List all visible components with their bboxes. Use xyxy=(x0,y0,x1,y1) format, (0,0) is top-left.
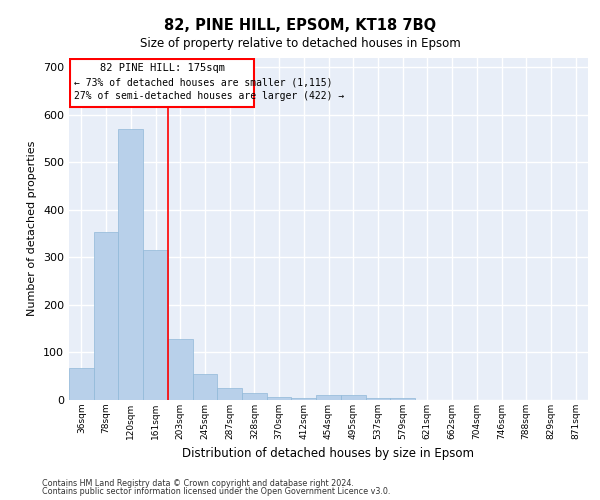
Bar xyxy=(69,368,94,400)
Bar xyxy=(341,395,365,400)
Bar xyxy=(94,232,118,400)
Bar xyxy=(316,395,341,400)
Bar xyxy=(193,374,217,400)
Text: 82 PINE HILL: 175sqm: 82 PINE HILL: 175sqm xyxy=(100,62,225,72)
Bar xyxy=(217,388,242,400)
Bar xyxy=(168,339,193,400)
Bar xyxy=(242,393,267,400)
Bar xyxy=(118,129,143,400)
Bar xyxy=(365,398,390,400)
Bar xyxy=(292,398,316,400)
Text: 82, PINE HILL, EPSOM, KT18 7BQ: 82, PINE HILL, EPSOM, KT18 7BQ xyxy=(164,18,436,32)
FancyBboxPatch shape xyxy=(70,59,254,108)
Text: ← 73% of detached houses are smaller (1,115): ← 73% of detached houses are smaller (1,… xyxy=(74,77,332,87)
Bar xyxy=(390,398,415,400)
Text: Contains public sector information licensed under the Open Government Licence v3: Contains public sector information licen… xyxy=(42,487,391,496)
Text: Size of property relative to detached houses in Epsom: Size of property relative to detached ho… xyxy=(140,38,460,51)
Text: Contains HM Land Registry data © Crown copyright and database right 2024.: Contains HM Land Registry data © Crown c… xyxy=(42,478,354,488)
Bar xyxy=(267,396,292,400)
Y-axis label: Number of detached properties: Number of detached properties xyxy=(28,141,37,316)
Text: 27% of semi-detached houses are larger (422) →: 27% of semi-detached houses are larger (… xyxy=(74,92,344,102)
X-axis label: Distribution of detached houses by size in Epsom: Distribution of detached houses by size … xyxy=(182,448,475,460)
Bar xyxy=(143,250,168,400)
